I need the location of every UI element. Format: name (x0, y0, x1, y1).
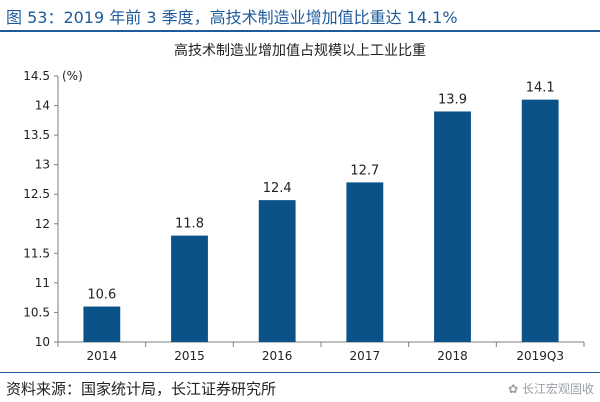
y-tick-label: 11 (35, 276, 50, 290)
data-label-2016: 12.4 (263, 181, 292, 196)
bar-2017 (346, 182, 384, 342)
title-divider (0, 30, 600, 32)
y-axis-unit: (%) (62, 69, 83, 83)
y-tick-label: 10.5 (23, 305, 50, 319)
footer-divider (0, 372, 600, 373)
y-tick-label: 11.5 (23, 246, 50, 260)
chart-title: 高技术制造业增加值占规模以上工业比重 (174, 43, 426, 59)
bar-chart: 10 10.5 11 11.5 12 12.5 13 13.5 14 14.5 (%) 10.6 201… (23, 69, 585, 363)
y-tick-label: 14 (35, 99, 50, 113)
source-note: 资料来源：国家统计局，长江证券研究所 (6, 380, 277, 398)
y-tick-label: 12 (35, 217, 50, 231)
x-tick-label-2017: 2017 (350, 349, 381, 363)
bar-2019Q3 (521, 99, 559, 343)
y-tick-label: 12.5 (23, 187, 50, 201)
y-tick-label: 13 (35, 158, 50, 172)
x-tick-label-2014: 2014 (87, 349, 118, 363)
figure-title: 图 53：2019 年前 3 季度，高技术制造业增加值比重达 14.1% (6, 8, 458, 27)
bar-2016 (258, 200, 296, 342)
bar-2014 (83, 306, 121, 342)
x-tick-label-2016: 2016 (262, 349, 293, 363)
data-label-2015: 11.8 (175, 217, 204, 232)
x-tick-label-2019Q3: 2019Q3 (516, 349, 564, 363)
bar-2015 (171, 235, 208, 342)
y-tick-label: 14.5 (23, 69, 50, 83)
data-label-2017: 12.7 (350, 163, 379, 178)
watermark: ✿ 长江宏观固收 (508, 380, 594, 397)
watermark-text: 长江宏观固收 (521, 382, 594, 396)
x-tick-label-2018: 2018 (437, 349, 468, 363)
data-label-2018: 13.9 (438, 92, 467, 107)
data-label-2014: 10.6 (87, 288, 116, 303)
bar-2018 (434, 111, 471, 342)
wechat-icon: ✿ (508, 382, 519, 396)
y-tick-label: 13.5 (23, 128, 50, 142)
data-label-2019Q3: 14.1 (526, 81, 555, 96)
x-tick-label-2015: 2015 (174, 349, 205, 363)
y-tick-label: 10 (35, 335, 50, 349)
